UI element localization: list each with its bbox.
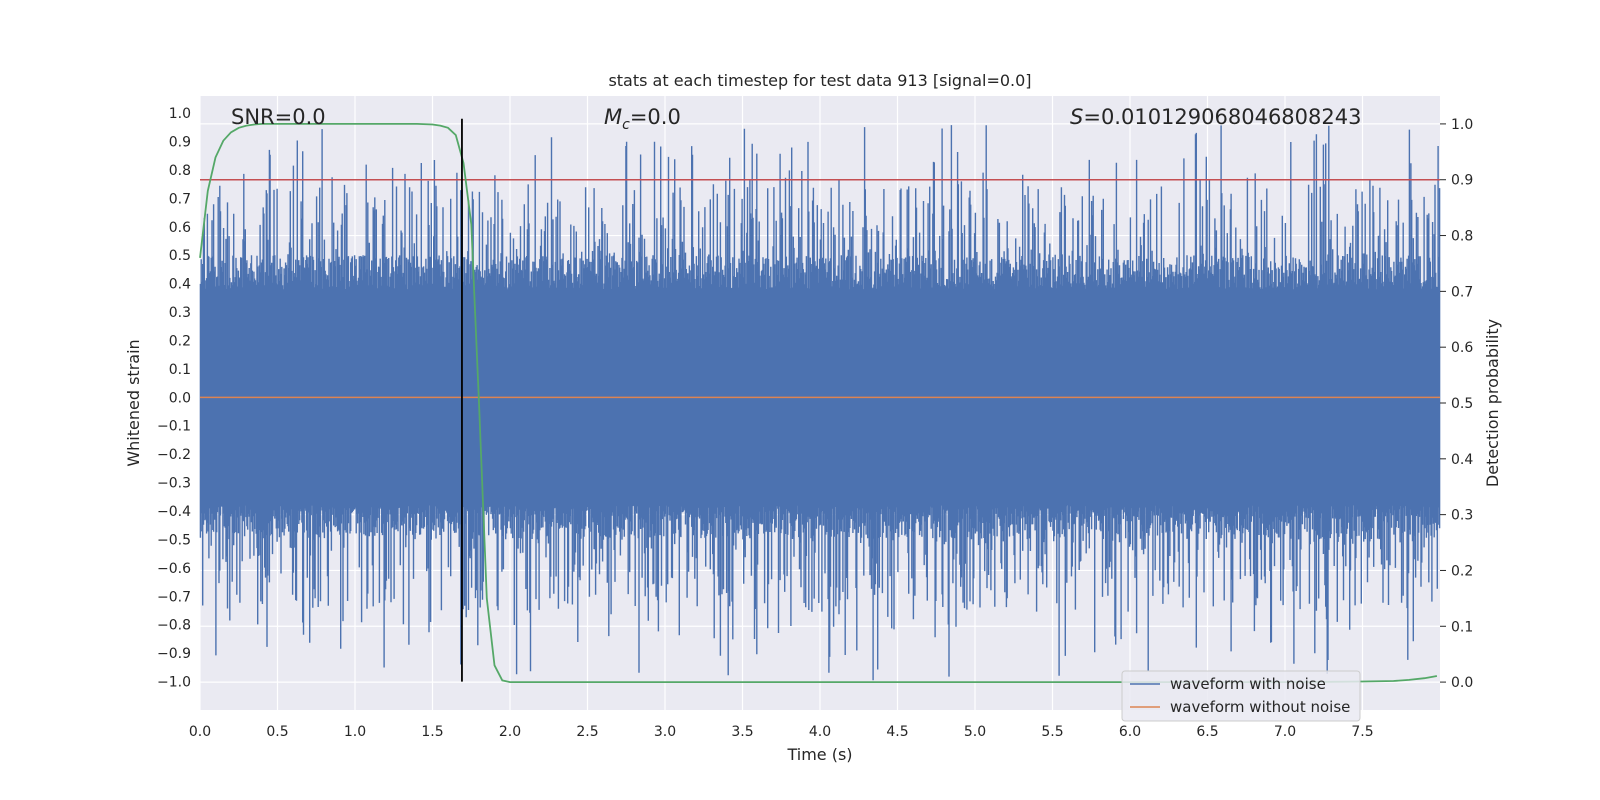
score-symbol: S — [1070, 105, 1083, 129]
legend-label-clean: waveform without noise — [1170, 698, 1350, 716]
y2-tick-label: 0.5 — [1451, 396, 1473, 412]
y-tick-label: 0.1 — [169, 362, 191, 378]
x-tick-label: 6.0 — [1119, 724, 1141, 740]
y2-tick-label: 0.0 — [1451, 675, 1473, 691]
y2-tick-label: 0.8 — [1451, 229, 1473, 245]
y2-tick-label: 0.9 — [1451, 173, 1473, 189]
legend: waveform with noise waveform without noi… — [1121, 670, 1361, 722]
y-tick-label: −0.4 — [157, 504, 191, 520]
x-tick-label: 3.0 — [654, 724, 676, 740]
legend-label-noise: waveform with noise — [1170, 675, 1326, 693]
x-tick-label: 0.0 — [189, 724, 211, 740]
x-tick-label: 4.0 — [809, 724, 831, 740]
y-tick-label: −0.3 — [157, 476, 191, 492]
y2-tick-label: 0.1 — [1451, 619, 1473, 635]
y-tick-label: −0.2 — [157, 447, 191, 463]
y-tick-label: −0.5 — [157, 532, 191, 548]
chart-title: stats at each timestep for test data 913… — [608, 71, 1031, 90]
y2-axis-label: Detection probability — [1483, 319, 1502, 487]
chirp-mass-symbol: M — [604, 105, 622, 129]
y-axis-label: Whitened strain — [124, 339, 143, 466]
x-axis-label: Time (s) — [786, 745, 852, 764]
y-tick-label: −0.1 — [157, 419, 191, 435]
x-tick-label: 1.5 — [421, 724, 443, 740]
x-tick-label: 5.5 — [1041, 724, 1063, 740]
x-tick-label: 4.5 — [886, 724, 908, 740]
x-tick-label: 3.5 — [731, 724, 753, 740]
x-tick-label: 7.0 — [1274, 724, 1296, 740]
y2-tick-label: 0.6 — [1451, 340, 1473, 356]
x-tick-label: 1.0 — [344, 724, 366, 740]
legend-box — [1121, 670, 1361, 722]
score-value: =0.010129068046808243 — [1083, 105, 1361, 129]
y2-tick-label: 0.4 — [1451, 452, 1473, 468]
y-tick-label: 0.8 — [169, 163, 191, 179]
y-tick-label: 0.5 — [169, 248, 191, 264]
x-tick-label: 7.5 — [1351, 724, 1373, 740]
y-tick-label: 0.0 — [169, 390, 191, 406]
snr-annotation: SNR=0.0 — [231, 105, 326, 129]
y-tick-label: −0.6 — [157, 561, 191, 577]
y-tick-label: −1.0 — [157, 675, 191, 691]
score-annotation: S=0.010129068046808243 — [1070, 105, 1361, 129]
chirp-mass-value: =0.0 — [630, 105, 681, 129]
x-tick-label: 5.0 — [964, 724, 986, 740]
chirp-mass-annotation: Mc=0.0 — [604, 105, 681, 133]
x-tick-label: 6.5 — [1196, 724, 1218, 740]
y-tick-label: −0.7 — [157, 589, 191, 605]
y-tick-label: −0.8 — [157, 618, 191, 634]
y2-tick-label: 0.7 — [1451, 284, 1473, 300]
y2-tick-label: 0.2 — [1451, 563, 1473, 579]
x-tick-label: 2.5 — [576, 724, 598, 740]
x-tick-label: 0.5 — [266, 724, 288, 740]
y-tick-label: 0.7 — [169, 191, 191, 207]
x-tick-label: 2.0 — [499, 724, 521, 740]
y-tick-label: 0.4 — [169, 277, 191, 293]
y-tick-label: −0.9 — [157, 646, 191, 662]
y-tick-label: 1.0 — [169, 106, 191, 122]
y-tick-label: 0.9 — [169, 134, 191, 150]
y-tick-label: 0.2 — [169, 333, 191, 349]
y-tick-label: 0.3 — [169, 305, 191, 321]
tick-layer: 0.0 0.5 1.0 1.5 2.0 2.5 3.0 3.5 4.0 4.5 5.0 5.5 6.0 6… — [157, 106, 1473, 740]
y2-tick-label: 1.0 — [1451, 117, 1473, 133]
chirp-mass-subscript: c — [622, 117, 630, 133]
y-tick-label: 0.6 — [169, 220, 191, 236]
y2-tick-label: 0.3 — [1451, 508, 1473, 524]
